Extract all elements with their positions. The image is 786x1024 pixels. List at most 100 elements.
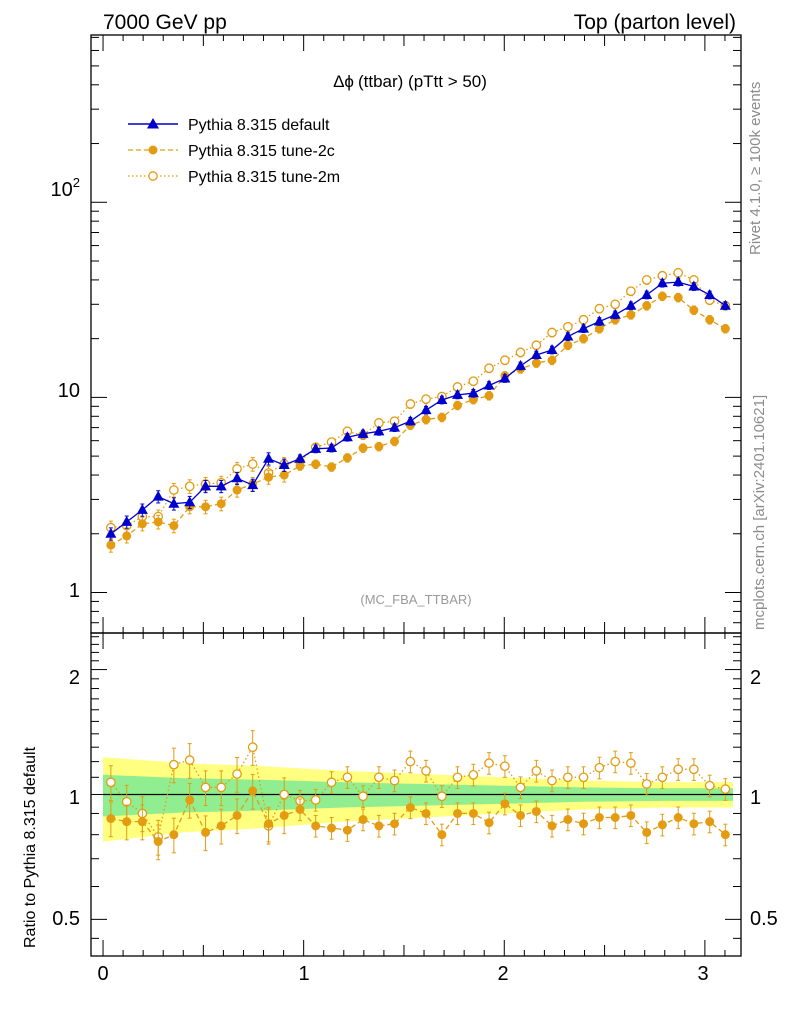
default-point	[672, 276, 684, 287]
default-point	[200, 480, 212, 491]
tune-2m-point	[405, 399, 416, 409]
ratio-tune-2m-point	[437, 791, 447, 802]
tune-2c-point	[689, 305, 699, 315]
tune-2c-point	[657, 291, 667, 301]
default-point	[136, 503, 148, 514]
ratio-y-tick-label-2-right: 2	[750, 667, 761, 689]
tune-2m-point	[169, 485, 179, 495]
ratio-tune-2m-point	[673, 764, 684, 775]
tune-2c-point	[547, 355, 557, 365]
ratio-tune-2c-point	[500, 799, 510, 809]
ratio-tune-2m-line	[110, 745, 726, 839]
tune-2m-point	[421, 394, 431, 404]
tune-2m-point	[563, 321, 573, 332]
ratio-tune-2m-point	[310, 795, 321, 805]
ratio-tune-2m-point	[641, 779, 652, 789]
ratio-tune-2m-point	[689, 764, 699, 775]
default-point	[247, 479, 259, 490]
ratio-tune-2c-point	[405, 803, 415, 813]
tune-2c-point	[563, 340, 573, 350]
ratio-tune-2m-point	[169, 759, 179, 770]
ratio-tune-2c-point	[201, 827, 211, 837]
x-tick-label-3: 3	[697, 963, 708, 985]
tune-2m-point	[184, 481, 195, 492]
tune-2c-line	[110, 295, 726, 546]
tune-2c-point	[484, 391, 494, 401]
default-point	[263, 452, 275, 463]
plot-title: Δϕ (ttbar) (pTtt > 50)	[333, 72, 487, 91]
ratio-tune-2c-point	[232, 810, 242, 820]
tune-2c-point	[137, 519, 147, 529]
legend-entry-tune-2c: Pythia 8.315 tune-2c	[128, 143, 335, 160]
side-label-rivet: Rivet 4.1.0, ≥ 100k events	[747, 82, 764, 255]
ratio-marks	[103, 730, 733, 861]
ratio-tune-2m-point	[405, 756, 416, 767]
ratio-y-axis-label: Ratio to Pythia 8.315 default	[22, 746, 39, 948]
ratio-tune-2c-point	[516, 810, 526, 820]
tune-2m-point	[515, 347, 526, 358]
ratio-tune-2m-point	[515, 782, 526, 793]
tune-2c-point	[720, 324, 730, 334]
ratio-tune-2c-point	[122, 817, 132, 827]
ratio-tune-2m-point	[421, 766, 431, 776]
ratio-y-tick-label-0.5: 0.5	[52, 908, 80, 930]
ratio-tune-2m-point	[389, 775, 400, 786]
default-point	[389, 421, 401, 432]
tune-2c-point	[311, 459, 321, 469]
legend-marker-tune-2c	[148, 145, 158, 155]
ratio-tune-2c-point	[153, 837, 163, 847]
tune-2c-point	[216, 499, 226, 509]
default-point	[704, 288, 716, 299]
tune-2m-point	[610, 299, 621, 310]
tune-2m-point	[531, 340, 542, 351]
legend-entry-default: Pythia 8.315 default	[128, 117, 330, 134]
ratio-tune-2c-point	[579, 819, 589, 829]
ratio-tune-2m-point	[500, 761, 510, 772]
y-tick-label-100-base: 10	[51, 179, 73, 201]
default-point	[215, 480, 227, 491]
tune-2m-point	[232, 464, 242, 474]
ratio-tune-2c-point	[689, 819, 699, 829]
default-point	[546, 343, 558, 354]
ratio-tune-2c-point	[563, 815, 573, 825]
tune-2m-point	[641, 275, 652, 285]
ratio-tune-2c-point	[264, 819, 274, 829]
legend-label-tune-2c: Pythia 8.315 tune-2c	[188, 143, 335, 160]
default-point	[515, 359, 527, 370]
default-point	[467, 387, 479, 398]
legend-marker-tune-2m	[148, 171, 158, 181]
default-point	[278, 459, 290, 470]
ratio-tune-2m-point	[626, 758, 636, 768]
ratio-tune-2m-point	[563, 772, 573, 783]
ratio-ticks	[91, 633, 741, 956]
y-tick-label-100-exp: 2	[73, 175, 80, 190]
ratio-tune-2m-point	[452, 772, 463, 783]
default-point	[578, 322, 590, 333]
ratio-y-tick-label-2: 2	[69, 667, 80, 689]
y-tick-label-10: 10	[58, 380, 80, 402]
default-point	[184, 496, 196, 507]
default-point	[452, 388, 464, 399]
tune-2m-point	[673, 267, 684, 278]
default-point	[609, 308, 621, 319]
ratio-tune-2m-point	[106, 777, 116, 788]
main-marks	[105, 267, 731, 553]
ratio-tune-2c-point	[437, 830, 447, 840]
default-point	[121, 515, 133, 526]
tune-2c-point	[642, 301, 652, 311]
tune-2c-point	[437, 412, 447, 422]
default-point	[373, 425, 385, 436]
tune-2c-point	[327, 462, 337, 472]
ratio-tune-2c-point	[657, 820, 667, 830]
ratio-tune-2c-point	[720, 830, 730, 840]
analysis-tag: (MC_FBA_TTBAR)	[360, 592, 471, 607]
ratio-tune-2m-point	[531, 766, 542, 776]
ratio-tune-2m-point	[326, 777, 337, 788]
ratio-tune-2m-point	[468, 769, 479, 780]
tune-2c-point	[374, 442, 384, 452]
tune-2m-point	[500, 355, 510, 366]
ratio-tune-2m-point	[657, 772, 668, 783]
default-point	[310, 442, 322, 453]
main-ticks	[91, 35, 741, 633]
